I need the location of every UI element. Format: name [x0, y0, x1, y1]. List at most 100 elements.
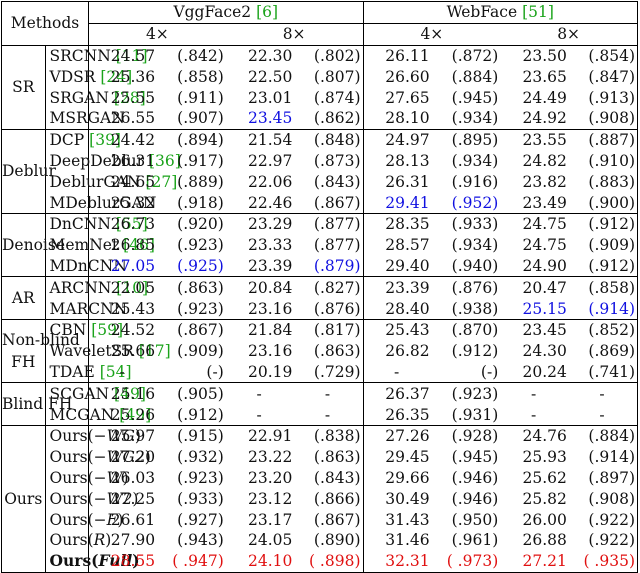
method-ref: [49]: [119, 405, 152, 424]
method-label: Ours(: [49, 448, 94, 467]
method-label: DnCNN: [49, 215, 116, 234]
table-row: TDAE [54] - (-) 20.19 (.729) - (-) 20.24 (.741): [2, 361, 638, 383]
table-row: WaveletSR [17] 25.66 (.909) 23.16 (.863) 26.8…: [2, 340, 638, 362]
results-table-body: SR SRCNN [11] 24.57 (.842) 22.30 (.802) 26.11(…: [1, 44, 638, 573]
ssim-value: (.894): [157, 128, 226, 151]
ssim-value: (.916): [451, 172, 499, 191]
psnr-value: -: [225, 382, 295, 405]
ssim-value: (.848): [294, 128, 364, 151]
ssim-value: (.914): [568, 298, 638, 320]
dataset-header-webface: WebFace [51]: [363, 1, 638, 24]
method-ref: [27]: [145, 172, 178, 191]
ssim-value: (.729): [294, 361, 364, 383]
ssim-value: (.952): [451, 193, 499, 212]
psnr-value: 28.35: [363, 212, 432, 235]
psnr-value: 25.36: [110, 67, 156, 86]
group-label: Blind FH: [1, 382, 72, 426]
method-name: MemNet [46]: [45, 234, 155, 256]
psnr-value: -: [256, 405, 262, 424]
method-label: Ours(: [49, 468, 94, 487]
psnr-value: 22.30: [225, 44, 295, 67]
ssim-value: (.940): [451, 256, 499, 275]
psnr-value: 27.25: [110, 489, 156, 508]
ssim-value: (.923): [431, 382, 501, 405]
ssim-value: (.858): [177, 67, 224, 86]
method-label: Ours(: [49, 551, 99, 571]
psnr-value: 25.16: [88, 382, 158, 405]
psnr-value: 25.55: [110, 88, 156, 107]
group-label: Denoise: [1, 212, 65, 277]
method-variant: −W: [93, 468, 123, 487]
ssim-value: (.900): [568, 192, 638, 214]
psnr-value: 23.49: [522, 193, 567, 212]
psnr-value: 23.65: [522, 67, 567, 86]
ssim-value: (.862): [294, 107, 364, 130]
psnr-value: 23.29: [225, 212, 295, 235]
psnr-value: 24.92: [522, 109, 567, 128]
psnr-value: 29.45: [385, 448, 430, 467]
method-label: MSRGAN: [49, 109, 125, 128]
psnr-value: 21.54: [225, 128, 295, 151]
method-label: Ours(: [49, 510, 94, 529]
table-row: AR ARCNN [10] 22.05 (.863) 20.84 (.827) 23.39(…: [1, 276, 638, 320]
method-name: CBN [59]: [45, 318, 123, 341]
method-variant: −F: [93, 510, 118, 529]
ssim-value: (.863): [294, 340, 364, 362]
psnr-value: 23.16: [248, 342, 293, 361]
ssim-value: (.884): [451, 67, 499, 86]
ssim-value: -: [294, 382, 364, 405]
table-row: Ours(−W) 26.03 (.923) 23.20 (.843) 29.66 (.946…: [2, 467, 638, 489]
table-row: Denoise DnCNN [55] 26.73 (.920) 23.29 (.877) 2…: [1, 212, 638, 277]
group-label: Non-blind FH: [1, 318, 80, 383]
psnr-value: 24.76: [500, 424, 569, 447]
psnr-value: 24.49: [522, 88, 567, 107]
method-ref: [36]: [149, 151, 181, 170]
method-label: MCGAN: [49, 405, 120, 424]
methods-header-label: Methods: [10, 14, 80, 33]
psnr-value: 22.50: [248, 67, 293, 86]
psnr-value: 26.88: [522, 531, 567, 550]
psnr-value: 22.46: [248, 193, 293, 212]
method-label: Ours(: [49, 489, 94, 508]
psnr-value: 26.35: [385, 405, 430, 424]
table-row: MDeblurGAN 25.32 (.918) 22.46 (.867) 29.41 (.9…: [2, 192, 638, 214]
ssim-value: (.946): [451, 489, 499, 508]
method-label: Ours(: [49, 531, 94, 550]
method-name: MDeblurGAN: [45, 192, 156, 214]
ssim-value: (.847): [568, 66, 638, 88]
method-variant: R: [93, 531, 106, 550]
ssim-value: (.917): [177, 151, 224, 170]
ssim-value: (.915): [157, 424, 226, 447]
method-name: TDAE [54]: [45, 361, 132, 383]
method-label: VDSR: [49, 67, 101, 86]
psnr-value: 23.20: [248, 468, 293, 487]
method-label: SRGAN: [49, 88, 114, 107]
table-row: Non-blind FH CBN [59] 24.52 (.867) 21.84 (.817…: [1, 318, 638, 383]
method-label: ARCNN: [49, 278, 117, 297]
ssim-value: (.873): [294, 150, 364, 172]
ssim-value: (.950): [451, 510, 499, 529]
ssim-value: (.877): [294, 234, 364, 256]
table-row: MSRGAN 26.55 (.907) 23.45 (.862) 28.10 (.934) 2…: [2, 107, 638, 130]
ssim-value: (.934): [451, 151, 499, 170]
psnr-value: 26.82: [385, 342, 430, 361]
dataset-ref-webface: [51]: [522, 3, 554, 22]
method-name: MARCNN: [45, 298, 127, 320]
method-ref: [24]: [100, 67, 133, 86]
scale-header-web-8x: 8×: [500, 22, 639, 46]
ssim-value: (.909): [568, 234, 638, 256]
group-label: SR: [1, 44, 46, 130]
ssim-value: (.913): [568, 87, 638, 108]
psnr-value: 23.45: [500, 318, 569, 341]
method-name: Ours(Full): [45, 550, 140, 573]
ssim-value: (.943): [177, 531, 224, 550]
ssim-value: (.879): [294, 255, 364, 277]
method-ref: [28]: [113, 88, 146, 107]
psnr-value: 25.62: [522, 468, 567, 487]
method-name: Ours(R): [45, 529, 111, 551]
table-row: Ours Ours(−WG) 25.97 (.915) 22.91 (.838) 27.26…: [1, 424, 638, 573]
psnr-value: 27.65: [385, 88, 430, 107]
ssim-value: (.933): [431, 212, 501, 235]
table-row: Ours(−F) 26.61 (.927) 23.17 (.867) 31.43 (.950…: [2, 509, 638, 530]
